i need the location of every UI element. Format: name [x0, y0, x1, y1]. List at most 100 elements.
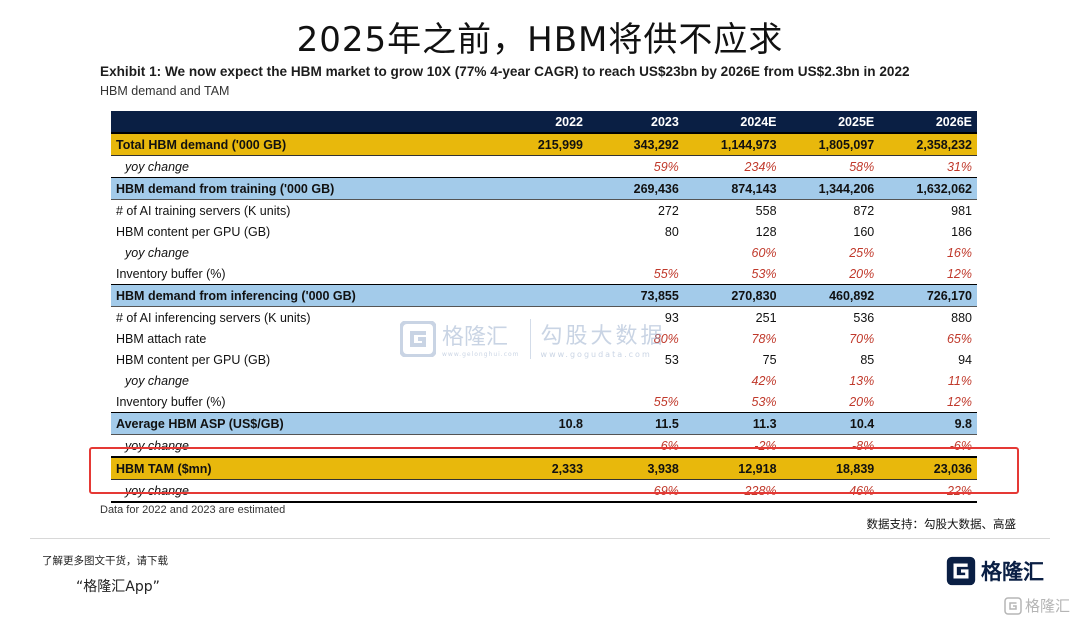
cell: 16% — [946, 245, 972, 260]
cell: 55% — [653, 266, 679, 281]
cell: 1,344,206 — [781, 177, 880, 200]
watermark-brand-url: www.gelonghui.com — [442, 351, 520, 358]
cell: 270,830 — [683, 284, 782, 307]
hbm-demand-table: 2022 2023 2024E 2025E 2026E Total HBM de… — [111, 111, 977, 503]
row-hbm-content-inferencing: HBM content per GPU (GB) 53 75 85 94 — [111, 349, 977, 370]
cell: 59% — [653, 159, 679, 174]
cell: 880 — [951, 310, 972, 325]
row-label: # of AI inferencing servers (K units) — [116, 310, 311, 325]
cell: 1,805,097 — [781, 132, 880, 156]
gelonghui-logo-icon — [400, 320, 436, 357]
row-total-hbm-demand: Total HBM demand ('000 GB) 215,999 343,2… — [111, 132, 977, 156]
cell: 10.8 — [492, 412, 589, 435]
cell — [492, 391, 588, 413]
row-label: HBM content per GPU (GB) — [116, 224, 271, 239]
cell: 12,918 — [683, 456, 782, 480]
promo-line-2: “格隆汇App” — [76, 579, 160, 595]
table-header-row: 2022 2023 2024E 2025E 2026E — [111, 111, 977, 134]
row-label: HBM demand from inferencing ('000 GB) — [111, 284, 493, 307]
row-yoy-change: yoy change 59% 234% 58% 31% — [111, 156, 977, 178]
cell: 80 — [664, 224, 679, 239]
row-label: HBM content per GPU (GB) — [116, 352, 271, 367]
cell: 22% — [879, 479, 977, 503]
gelonghui-logo-icon — [1004, 596, 1022, 615]
row-demand-training: HBM demand from training ('000 GB) 269,4… — [111, 177, 977, 200]
cell — [492, 221, 588, 242]
header-2024e: 2024E — [683, 111, 782, 134]
cell — [492, 156, 588, 178]
cell: 42% — [751, 373, 777, 388]
row-ai-inferencing-servers: # of AI inferencing servers (K units) 93… — [111, 307, 977, 329]
footer-divider — [30, 538, 1050, 539]
cell — [492, 284, 589, 307]
row-label: yoy change — [125, 159, 189, 174]
cell: -2% — [754, 438, 777, 453]
brand-logo: 格隆汇 — [946, 556, 1044, 586]
cell: -8% — [852, 438, 875, 453]
row-label: yoy change — [125, 373, 189, 388]
cell: 20% — [849, 266, 875, 281]
cell: 726,170 — [879, 284, 977, 307]
cell: 53% — [751, 266, 777, 281]
header-label-cell — [111, 111, 493, 134]
cell: 94 — [958, 352, 972, 367]
cell: 1,144,973 — [683, 132, 782, 156]
cell: 9.8 — [879, 412, 977, 435]
cell: 251 — [755, 310, 777, 325]
cell: 55% — [653, 394, 679, 409]
header-2023: 2023 — [588, 111, 684, 134]
row-label: Total HBM demand ('000 GB) — [111, 132, 493, 156]
cell — [492, 177, 589, 200]
cell: 31% — [946, 159, 972, 174]
cell — [492, 242, 588, 263]
cell: 2,333 — [492, 456, 589, 480]
cell: 11% — [947, 373, 972, 388]
row-inventory-buffer: Inventory buffer (%) 55% 53% 20% 12% — [111, 263, 977, 285]
exhibit-title: Exhibit 1: We now expect the HBM market … — [100, 64, 910, 79]
cell: 73,855 — [588, 284, 684, 307]
row-label: Inventory buffer (%) — [116, 266, 226, 281]
row-label: yoy change — [125, 245, 189, 260]
row-hbm-attach-rate: HBM attach rate 80% 78% 70% 65% — [111, 328, 977, 349]
cell: 53% — [751, 394, 777, 409]
cell — [492, 263, 588, 285]
cell: 65% — [946, 331, 972, 346]
row-label: yoy change — [111, 479, 493, 503]
cell: 460,892 — [781, 284, 880, 307]
cell: 272 — [657, 203, 679, 218]
cell: 12% — [946, 394, 972, 409]
cell: 872 — [853, 203, 875, 218]
row-label: HBM demand from training ('000 GB) — [111, 177, 493, 200]
watermark-separator — [529, 318, 531, 359]
cell: 558 — [755, 203, 777, 218]
header-2026e: 2026E — [879, 111, 977, 134]
watermark-brand: 格隆汇 — [442, 325, 509, 350]
cell: 2,358,232 — [879, 132, 977, 156]
cell: 11.5 — [588, 412, 684, 435]
cell: 10.4 — [781, 412, 880, 435]
cell: 3,938 — [588, 456, 684, 480]
row-label: yoy change — [125, 438, 189, 453]
cell: 78% — [751, 331, 777, 346]
data-source: 数据支持：勾股大数据、高盛 — [866, 517, 1017, 531]
row-ai-training-servers: # of AI training servers (K units) 272 5… — [111, 200, 977, 222]
cell: 58% — [849, 159, 875, 174]
row-inventory-buffer: Inventory buffer (%) 55% 53% 20% 12% — [111, 391, 977, 413]
cell: 25% — [849, 245, 875, 260]
cell: 215,999 — [492, 132, 589, 156]
corner-watermark-logo: 格隆汇 — [1004, 595, 1070, 616]
cell — [588, 242, 684, 263]
cell: 228% — [683, 479, 782, 503]
cell: 13% — [849, 373, 875, 388]
cell: 12% — [946, 266, 972, 281]
cell: 46% — [781, 479, 880, 503]
row-label: HBM TAM ($mn) — [111, 456, 493, 480]
cell: 128 — [755, 224, 777, 239]
cell: 20% — [849, 394, 875, 409]
row-hbm-content-training: HBM content per GPU (GB) 80 128 160 186 — [111, 221, 977, 242]
row-average-hbm-asp: Average HBM ASP (US$/GB) 10.8 11.5 11.3 … — [111, 412, 977, 435]
cell: 93 — [664, 310, 679, 325]
watermark-gogu-url: www.gogudata.com — [540, 350, 652, 359]
cell — [588, 370, 684, 391]
cell: 6% — [660, 438, 679, 453]
